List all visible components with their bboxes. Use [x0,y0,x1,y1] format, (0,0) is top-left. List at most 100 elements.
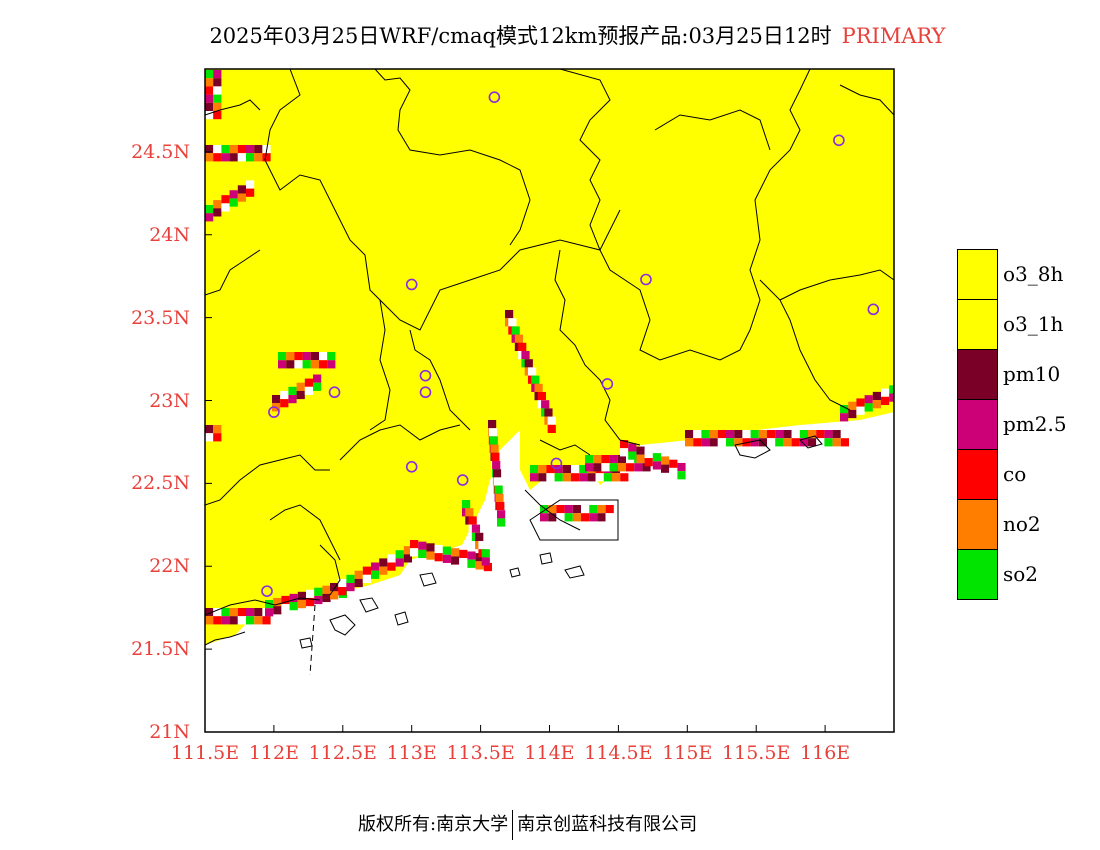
pollutant-cell [587,473,596,482]
pollutant-cell [478,541,487,550]
pollutant-cell [296,390,305,400]
pollutant-cell [205,205,214,214]
pollutant-cell [521,351,530,360]
pollutant-cell [628,451,637,460]
pollutant-cell [319,360,328,369]
pollutant-cell [346,574,355,583]
pollutant-cell [418,541,427,550]
pollutant-cell [451,548,460,557]
pollutant-cell [475,532,484,541]
pollutant-cell [294,352,303,361]
city-marker [328,386,341,399]
pollutant-cell [579,473,588,482]
pollutant-cell [297,591,306,600]
pollutant-cell [313,374,322,383]
pollutant-cell [612,473,621,482]
pollutant-cell [471,524,481,533]
map-plot-area [205,69,894,732]
city-marker [261,585,273,597]
pollutant-cell [330,583,339,592]
legend-label: co [1003,462,1027,486]
pollutant-cell [601,455,610,464]
pollutant-cell [426,543,435,552]
pollutant-cell [481,557,490,566]
pollutant-cell [213,433,222,442]
pollutant-cell [237,145,246,154]
pollutant-cell [701,430,710,439]
axis-ticks [204,151,826,733]
city-marker [268,406,280,418]
pollutant-cell [265,600,274,609]
pollutant-cell [799,438,808,447]
pollutant-cell [848,409,857,419]
pollutant-cell [497,510,506,519]
pollutant-cell [327,352,336,361]
pollutant-cell [278,360,287,369]
pollutant-cell [864,395,873,404]
pollutant-cell [538,465,547,474]
pollutant-cell [481,549,490,558]
pollutant-cell [589,505,598,514]
pollutant-cell [467,551,476,560]
lon-tick-label: 115E [662,742,713,764]
pollutant-cell [410,540,419,549]
pollutant-cell [296,382,305,391]
pollutant-cell [281,604,290,613]
pollutant-cell [677,462,686,472]
pollutant-cell [572,505,581,514]
pollutant-cell [304,378,313,387]
pollutant-cell [775,430,784,439]
pollutant-cell [310,352,319,361]
legend-swatch [957,499,998,550]
pollutant-cell [205,111,214,120]
land-area [205,69,894,615]
pollutant-cell [273,597,282,607]
pollutant-cell [597,505,606,514]
pollutant-cell [556,505,565,514]
pollutant-cell [306,597,315,607]
pollutant-cell [246,153,255,162]
pollutant-cell [540,505,549,514]
pollutant-cell [564,513,573,522]
pollutant-cell [221,145,230,154]
lat-tick-label: 24N [149,223,190,246]
lat-tick-label: 22N [149,555,190,578]
pollutant-cell [518,342,527,351]
pollutant-cell [246,180,255,189]
pollutant-cell [493,477,502,486]
pollutant-cell [229,198,238,207]
pollutant-cell [693,430,702,439]
pollutant-cell [483,562,492,572]
lat-tick-label: 23N [149,389,190,412]
pollutant-cell [652,453,661,462]
pollutant-cell [237,153,246,162]
pollutant-cell [338,578,347,588]
pollutant-cell [306,589,315,598]
pollutant-cell [840,413,849,422]
pollutant-cell [362,566,371,575]
pollutant-cell [840,438,849,447]
pollutant-cell [213,94,222,103]
legend-swatch [957,549,998,600]
pollutant-cell [538,473,547,482]
pollutant-cell [546,465,555,474]
pollutant-cell [286,360,295,369]
pollutant-cell [589,513,598,522]
pollutant-cell [832,438,841,447]
legend-label: no2 [1003,512,1041,536]
pollutant-cell [213,86,222,95]
pollutant-cell [395,550,404,559]
pollutant-cell [597,513,606,522]
city-marker [867,303,880,316]
pollutant-cell [832,430,841,439]
pollutant-cell [246,616,255,625]
pollutant-cell [246,188,255,197]
pollutant-cell [572,513,581,522]
pollutant-cell [505,310,514,319]
pollutant-cell [213,102,222,111]
pollutant-cell [547,416,556,425]
pollutant-cell [556,513,565,522]
pollutant-cell [508,318,517,327]
pollutant-cell [581,513,590,522]
